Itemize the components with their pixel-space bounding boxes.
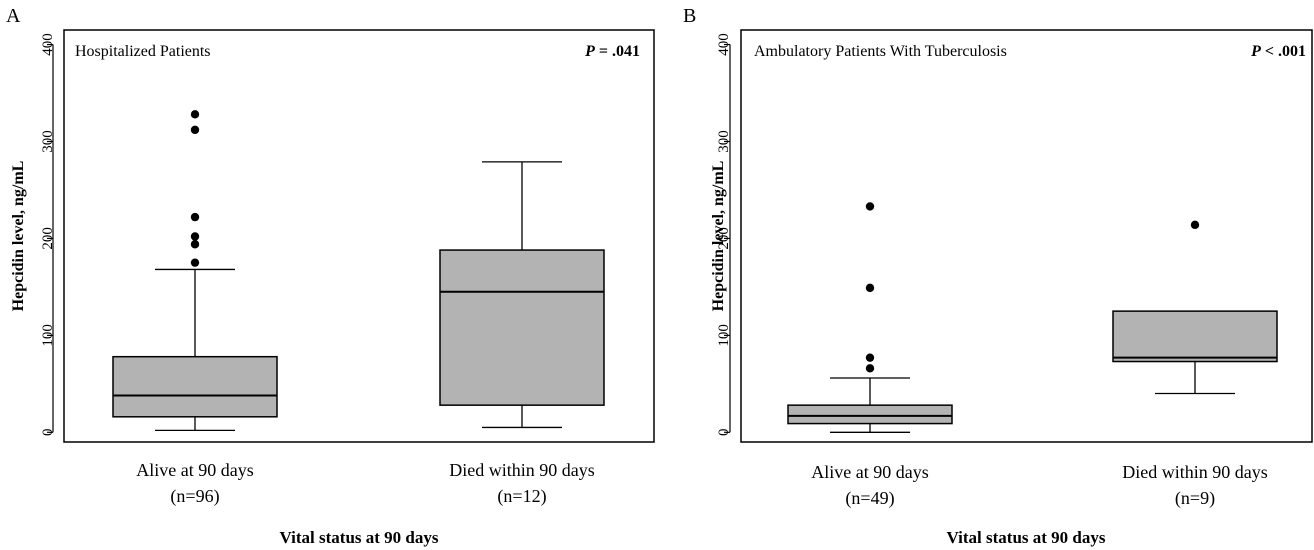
x-axis-label: Vital status at 90 days	[947, 528, 1106, 547]
outlier-point	[1190, 220, 1200, 230]
y-tick-label: 0	[716, 429, 732, 437]
outlier-point	[190, 125, 200, 135]
outlier-point	[190, 232, 200, 241]
iqr-box	[112, 355, 278, 418]
y-tick-label: 200	[40, 227, 56, 250]
iqr-box	[439, 249, 605, 406]
group-n-label: (n=49)	[845, 488, 894, 509]
boxes	[112, 110, 605, 432]
outlier-point	[190, 258, 200, 267]
group-n-label: (n=9)	[1175, 488, 1215, 509]
outlier-point	[865, 353, 875, 362]
box-group	[112, 110, 278, 432]
box-group	[787, 202, 953, 433]
panel-title: Ambulatory Patients With Tuberculosis	[754, 43, 1007, 60]
group-label: Died within 90 days	[449, 460, 595, 480]
outlier-point	[190, 240, 200, 249]
panel-title: Hospitalized Patients	[75, 43, 211, 60]
y-tick-label: 100	[716, 324, 732, 347]
y-tick-label: 200	[716, 227, 732, 250]
y-tick-label: 400	[40, 33, 56, 56]
p-value: P < .001	[1250, 43, 1306, 60]
iqr-box	[787, 404, 953, 425]
panel-letter: A	[6, 5, 21, 27]
group-label: Alive at 90 days	[811, 462, 928, 482]
panel-b: B Ambulatory Patients With Tuberculosis …	[683, 5, 1313, 547]
y-axis: 0 100 200 300 400	[40, 33, 56, 436]
outlier-point	[190, 110, 200, 119]
box-group	[439, 161, 605, 429]
y-tick-label: 300	[40, 130, 56, 153]
outlier-point	[190, 212, 200, 222]
y-axis-label: Hepcidin level, ng/mL	[10, 161, 27, 312]
x-axis-label: Vital status at 90 days	[280, 528, 439, 547]
y-tick-label: 0	[40, 429, 56, 437]
plot-frame	[63, 29, 655, 443]
plot-frame	[740, 29, 1313, 443]
box-group	[1112, 220, 1278, 395]
outlier-point	[865, 283, 875, 293]
group-label: Died within 90 days	[1122, 462, 1268, 482]
p-value: P = .041	[584, 43, 640, 60]
y-axis-label: Hepcidin level, ng/mL	[710, 161, 727, 312]
y-tick-label: 100	[40, 324, 56, 347]
group-n-label: (n=12)	[497, 486, 546, 507]
boxes	[787, 202, 1278, 433]
iqr-box	[1112, 310, 1278, 363]
group-n-label: (n=96)	[170, 486, 219, 507]
outlier-point	[865, 202, 875, 211]
x-axis-groups: Alive at 90 days (n=96) Died within 90 day…	[136, 460, 594, 507]
x-axis-groups: Alive at 90 days (n=49) Died within 90 day…	[811, 462, 1267, 509]
group-label: Alive at 90 days	[136, 460, 253, 480]
y-tick-label: 300	[716, 130, 732, 153]
y-axis: 0 100 200 300 400	[716, 33, 732, 436]
outlier-point	[865, 364, 875, 373]
y-tick-label: 400	[716, 33, 732, 56]
panel-a: A Hospitalized Patients P = .041 Hepcidi…	[6, 5, 655, 547]
panel-letter: B	[683, 5, 696, 27]
